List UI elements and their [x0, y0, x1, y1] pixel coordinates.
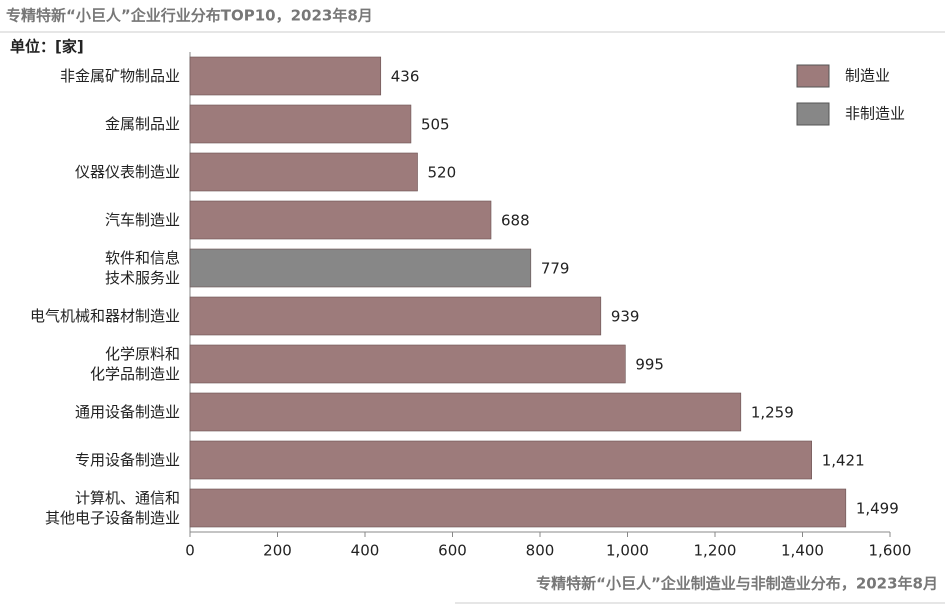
bar	[189, 344, 626, 384]
legend-swatch	[796, 102, 830, 126]
y-tick-label: 仪器仪表制造业	[75, 163, 180, 181]
x-tick-label: 400	[351, 542, 380, 560]
x-tick-label: 0	[185, 542, 195, 560]
y-tick-label: 非金属矿物制品业	[60, 67, 180, 85]
chart-title: 专精特新“小巨人”企业行业分布TOP10，2023年8月	[6, 7, 373, 25]
x-tick-label: 1,600	[869, 542, 912, 560]
value-label: 688	[501, 212, 530, 230]
x-tick-label: 200	[263, 542, 292, 560]
caption: 专精特新“小巨人”企业制造业与非制造业分布，2023年8月	[536, 575, 938, 593]
y-tick-label: 计算机、通信和其他电子设备制造业	[45, 489, 180, 527]
bar	[189, 152, 418, 192]
y-tick-label: 化学原料和化学品制造业	[90, 345, 180, 383]
bar	[189, 56, 382, 96]
y-tick-label: 金属制品业	[105, 115, 180, 133]
value-label: 995	[635, 356, 664, 374]
y-tick-label: 通用设备制造业	[75, 403, 180, 421]
bar	[189, 440, 812, 480]
value-label: 939	[611, 308, 640, 326]
value-label: 436	[391, 68, 420, 86]
bar	[189, 104, 412, 144]
value-label: 520	[428, 164, 457, 182]
unit-label: 单位：[家]	[10, 38, 84, 56]
y-tick-label: 汽车制造业	[105, 211, 180, 229]
value-label: 1,421	[822, 452, 865, 470]
value-label: 1,259	[751, 404, 794, 422]
bar	[189, 200, 492, 240]
y-tick-label: 专用设备制造业	[75, 451, 180, 469]
legend-label: 制造业	[845, 67, 890, 85]
x-tick-label: 1,400	[781, 542, 824, 560]
legend-swatch	[796, 64, 830, 88]
bar	[189, 296, 602, 336]
x-tick-label: 1,200	[694, 542, 737, 560]
bar	[189, 392, 742, 432]
bar	[189, 248, 532, 288]
bar	[189, 488, 847, 528]
value-label: 779	[541, 260, 570, 278]
y-tick-label: 软件和信息技术服务业	[105, 249, 180, 287]
x-tick-label: 1,000	[606, 542, 649, 560]
value-label: 1,499	[856, 500, 899, 518]
value-label: 505	[421, 116, 450, 134]
x-tick-label: 600	[438, 542, 467, 560]
x-tick-label: 800	[526, 542, 555, 560]
y-tick-label: 电气机械和器材制造业	[30, 307, 180, 325]
legend-label: 非制造业	[845, 105, 905, 123]
